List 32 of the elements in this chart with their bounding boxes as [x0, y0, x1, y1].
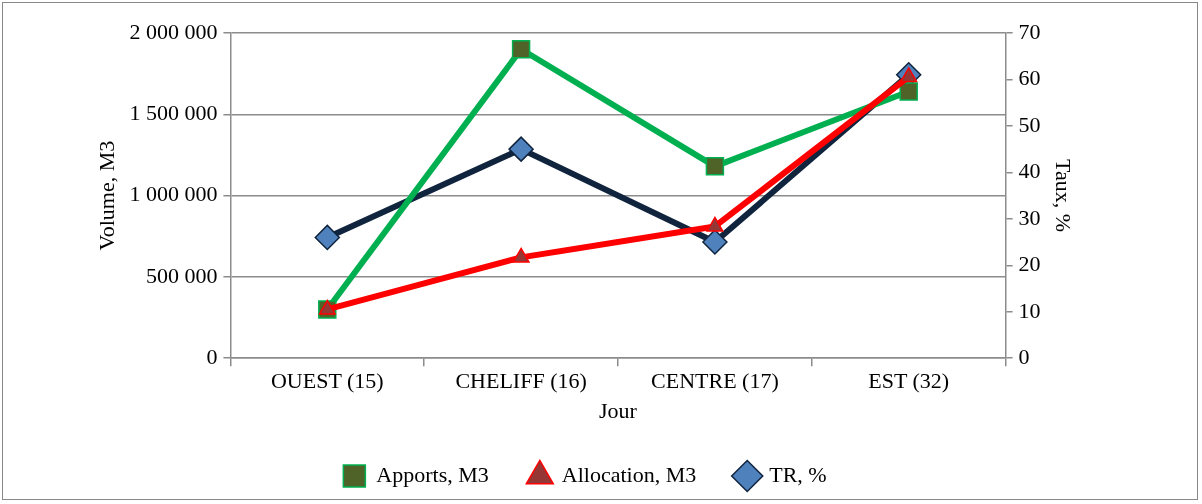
point [899, 82, 918, 101]
y2-tick-label: 10 [1018, 297, 1041, 323]
x-tick-label: CHELIFF (16) [455, 368, 587, 394]
y-tick-label: 500 000 [145, 262, 218, 288]
y2-tick-label: 70 [1018, 18, 1041, 44]
y2-tick-label: 0 [1018, 343, 1030, 369]
point [508, 136, 534, 162]
point [511, 40, 531, 59]
y-axis-title: Volume, M3 [93, 140, 119, 251]
legend-label: Allocation, M3 [561, 461, 697, 487]
x-tick-label: CENTRE (17) [651, 368, 779, 394]
y2-tick-label: 60 [1018, 65, 1041, 91]
point [702, 229, 728, 255]
y-tick-label: 1 500 000 [129, 100, 218, 126]
point [318, 299, 336, 315]
y2-tick-label: 20 [1018, 251, 1041, 277]
point [705, 157, 725, 176]
y-tick-label: 0 [206, 343, 218, 369]
y2-tick-label: 40 [1018, 158, 1041, 184]
x-axis-title: Jour [599, 397, 638, 423]
legend-label: TR, % [769, 461, 827, 487]
x-tick-label: OUEST (15) [270, 368, 384, 394]
point [314, 224, 341, 251]
y2-tick-label: 50 [1018, 111, 1041, 137]
y2-tick-label: 30 [1018, 204, 1041, 230]
y-tick-label: 1 000 000 [129, 181, 218, 207]
x-tick-label: EST (32) [868, 368, 950, 394]
point [706, 216, 724, 232]
y-tick-label: 2 000 000 [129, 18, 218, 44]
point [512, 247, 530, 263]
y2-axis-title: Taux, % [1051, 159, 1077, 233]
legend-label: Apports, M3 [376, 461, 489, 487]
